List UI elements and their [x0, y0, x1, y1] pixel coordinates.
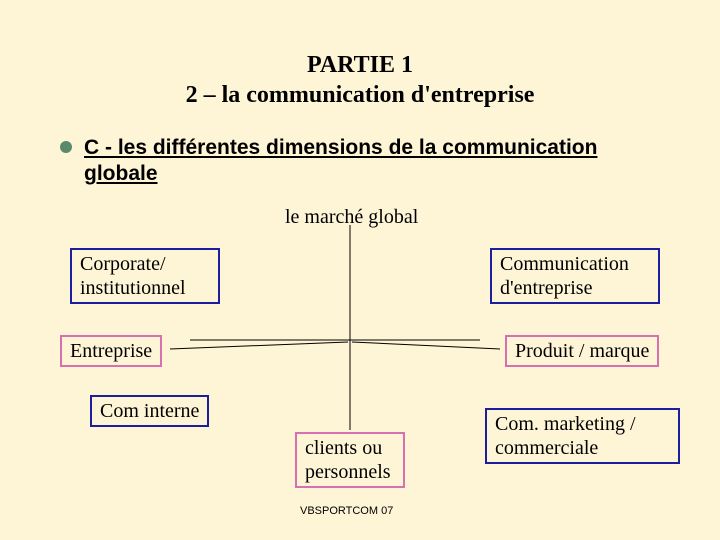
axis-bottom-label-box: clients ou personnels — [295, 432, 405, 488]
axis-top-label: le marché global — [285, 205, 418, 229]
bullet-dot-icon — [60, 141, 72, 153]
box-com-marketing: Com. marketing / commerciale — [485, 408, 680, 464]
box-corporate: Corporate/institutionnel — [70, 248, 220, 304]
box-com-interne-text: Com interne — [100, 400, 199, 422]
box-entreprise: Entreprise — [60, 335, 162, 367]
title-line-2: 2 – la communication d'entreprise — [0, 80, 720, 110]
box-com-marketing-text: Com. marketing / commerciale — [495, 413, 636, 459]
box-produit-marque: Produit / marque — [505, 335, 659, 367]
slide-title: PARTIE 1 2 – la communication d'entrepri… — [0, 50, 720, 110]
axis-bottom-label: clients ou personnels — [305, 437, 391, 483]
bullet-item: C - les différentes dimensions de la com… — [60, 135, 640, 188]
box-corporate-text: Corporate/institutionnel — [80, 253, 186, 299]
box-produit-marque-text: Produit / marque — [515, 340, 649, 362]
title-line-1: PARTIE 1 — [0, 50, 720, 80]
box-communication-entreprise: Communication d'entreprise — [490, 248, 660, 304]
bullet-text: C - les différentes dimensions de la com… — [84, 135, 640, 188]
box-entreprise-text: Entreprise — [70, 340, 152, 362]
box-com-interne: Com interne — [90, 395, 209, 427]
box-communication-entreprise-text: Communication d'entreprise — [500, 253, 629, 299]
slide-footer: VBSPORTCOM 07 — [300, 505, 393, 517]
